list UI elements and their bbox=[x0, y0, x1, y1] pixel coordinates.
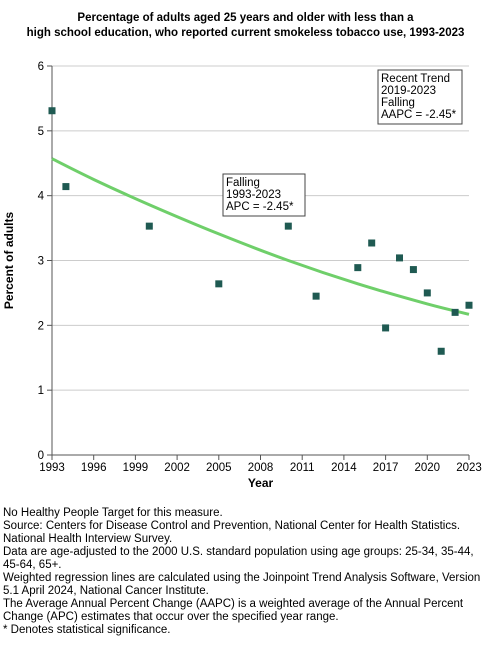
x-tick-label: 2011 bbox=[290, 462, 315, 474]
data-point bbox=[368, 239, 376, 247]
x-tick-label: 2023 bbox=[456, 462, 482, 474]
data-point bbox=[354, 264, 362, 272]
data-point bbox=[62, 183, 70, 191]
chart-notes: No Healthy People Target for this measur… bbox=[3, 507, 489, 637]
data-point bbox=[465, 301, 473, 309]
y-tick-label: 6 bbox=[38, 61, 44, 73]
y-tick-label: 3 bbox=[38, 256, 44, 268]
note-line: Source: Centers for Disease Control and … bbox=[3, 520, 461, 545]
data-point bbox=[48, 107, 56, 115]
chart-title: Percentage of adults aged 25 years and o… bbox=[0, 11, 491, 41]
recent-trend-annotation-text: Falling bbox=[381, 97, 415, 109]
main-trend-annotation-box bbox=[222, 173, 306, 217]
x-tick-label: 2002 bbox=[164, 462, 190, 474]
data-point bbox=[312, 292, 320, 300]
main-trend-annotation-text: APC = -2.45* bbox=[226, 201, 294, 213]
x-tick-label: 1999 bbox=[123, 462, 149, 474]
x-tick-label: 2005 bbox=[206, 462, 232, 474]
note-line: Weighted regression lines are calculated… bbox=[3, 572, 481, 597]
x-tick-label: 2008 bbox=[248, 462, 274, 474]
chart-title-line-2: high school education, who reported curr… bbox=[26, 27, 465, 39]
recent-trend-annotation-text: Recent Trend bbox=[381, 73, 450, 85]
data-point bbox=[215, 280, 223, 288]
data-points bbox=[48, 107, 473, 355]
axes: 0 1 2 3 4 5 6 1993 1996 1999 2002 2005 2008 2011 2014 2… bbox=[2, 61, 482, 490]
trend-line bbox=[51, 157, 470, 316]
data-point bbox=[284, 222, 292, 230]
y-axis-title: Percent of adults bbox=[2, 212, 16, 310]
x-tick-label: 2020 bbox=[415, 462, 441, 474]
data-point bbox=[396, 254, 403, 262]
data-point bbox=[145, 222, 153, 230]
x-tick-label: 2017 bbox=[373, 462, 399, 474]
x-tick-label: 2014 bbox=[331, 462, 357, 474]
data-point bbox=[437, 347, 445, 355]
trend-line-group bbox=[51, 157, 470, 316]
data-point bbox=[423, 289, 431, 297]
note-line: * Denotes statistical significance. bbox=[3, 624, 171, 636]
chart-title-line-1: Percentage of adults aged 25 years and o… bbox=[77, 12, 414, 24]
note-line: The Average Annual Percent Change (AAPC)… bbox=[3, 598, 464, 623]
y-tick-label: 0 bbox=[38, 450, 44, 462]
main-trend-annotation-text: 1993-2023 bbox=[226, 189, 281, 201]
recent-trend-annotation-box bbox=[377, 69, 463, 125]
note-line: No Healthy People Target for this measur… bbox=[3, 507, 223, 519]
data-point bbox=[451, 308, 459, 316]
recent-trend-annotation-text: 2019-2023 bbox=[381, 85, 436, 97]
note-line: Data are age-adjusted to the 2000 U.S. s… bbox=[3, 546, 474, 571]
data-point bbox=[409, 266, 417, 274]
data-point bbox=[382, 324, 390, 332]
y-tick-label: 1 bbox=[38, 385, 44, 397]
recent-trend-annotation-text: AAPC = -2.45* bbox=[381, 109, 457, 121]
x-axis-title: Year bbox=[248, 476, 274, 490]
scatter-chart: 0 1 2 3 4 5 6 1993 1996 1999 2002 2005 2008 2011 2014 2… bbox=[2, 61, 482, 490]
x-tick-label: 1993 bbox=[39, 462, 65, 474]
main-trend-annotation-text: Falling bbox=[226, 177, 260, 189]
y-tick-label: 2 bbox=[38, 320, 44, 332]
y-tick-label: 5 bbox=[38, 126, 44, 138]
y-tick-label: 4 bbox=[38, 191, 45, 203]
x-tick-label: 1996 bbox=[81, 462, 107, 474]
